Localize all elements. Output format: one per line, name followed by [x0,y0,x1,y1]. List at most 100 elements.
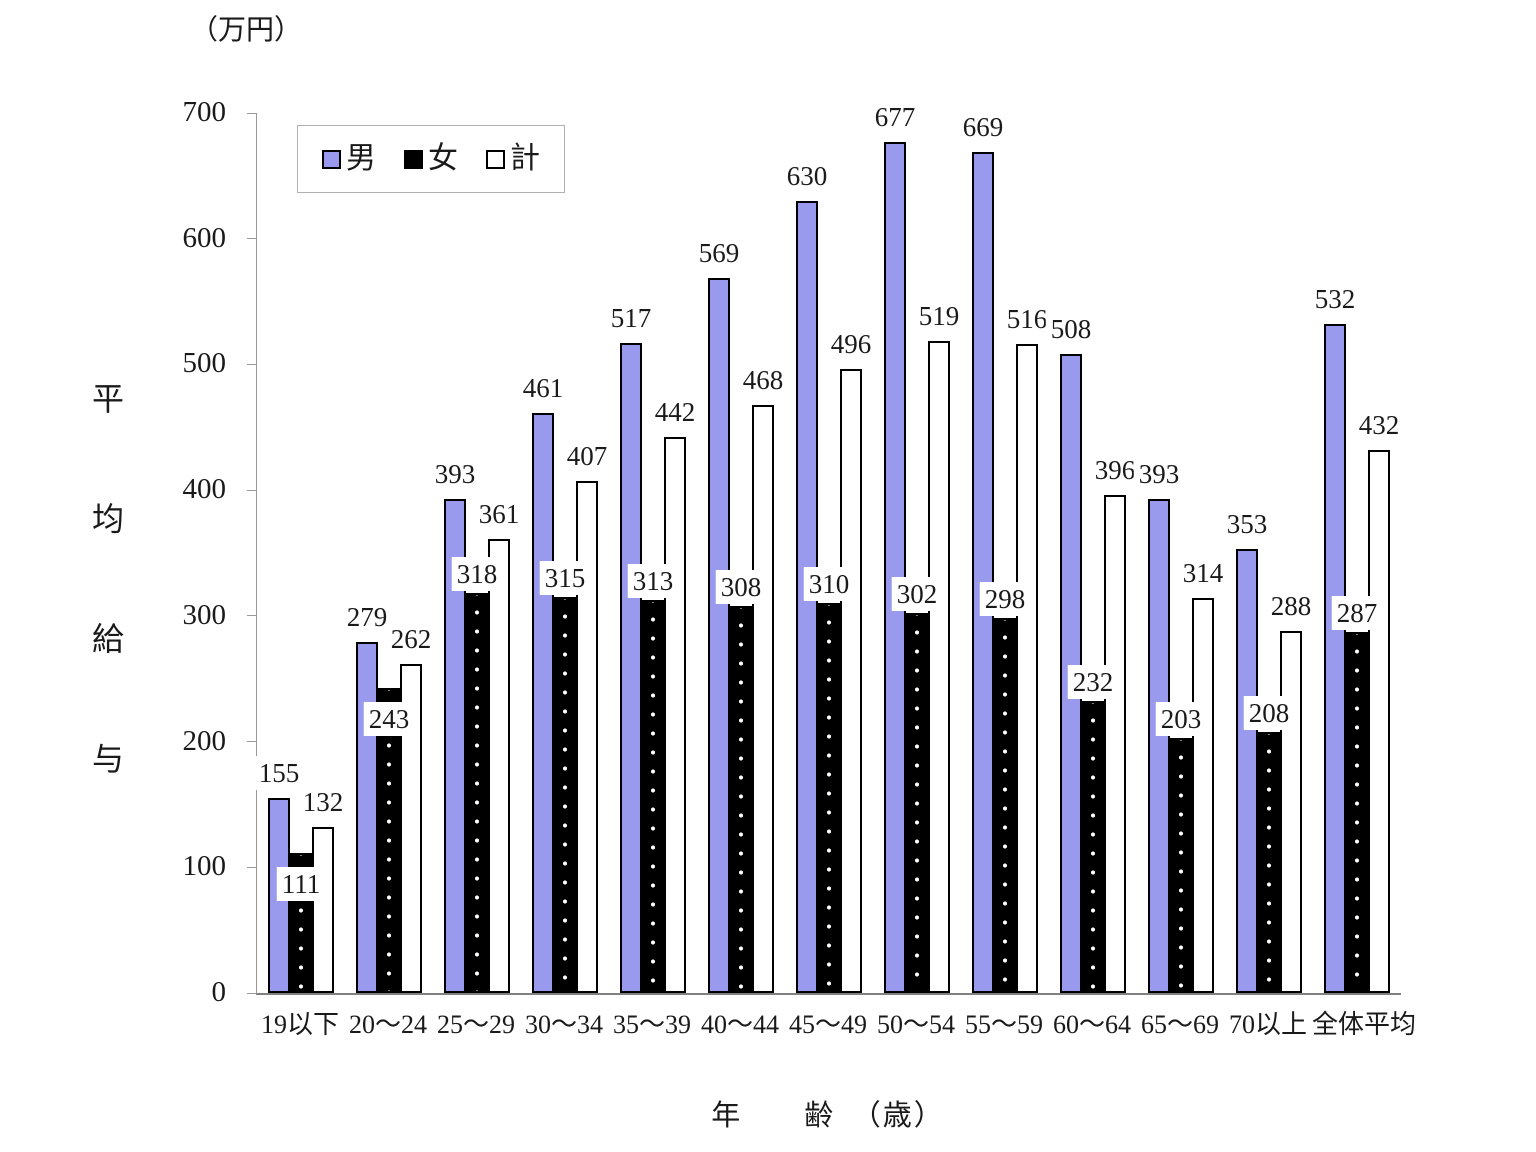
legend-label-female: 女 [428,142,458,175]
bar-male-12 [1324,324,1346,993]
value-label-female-12: 287 [1331,596,1383,631]
bar-female-10 [1170,737,1192,993]
y-axis-tick-mark [247,741,256,743]
value-label-total-7: 519 [913,298,965,333]
legend-item-female: 女 [404,143,458,175]
value-label-total-8: 516 [1001,302,1053,337]
y-axis-tick-label: 400 [182,473,227,506]
value-label-total-3: 407 [561,439,613,474]
y-axis-tick-label: 100 [182,850,227,883]
y-axis-tick-label: 600 [182,221,227,254]
bar-male-1 [356,642,378,993]
value-label-male-10: 393 [1133,456,1185,491]
legend-label-male: 男 [346,142,376,175]
bar-male-8 [972,151,994,993]
bar-total-5 [752,404,774,993]
value-label-male-4: 517 [605,301,657,336]
y-axis-tick-label: 700 [182,96,227,128]
bar-female-4 [642,599,664,993]
bar-male-2 [444,498,466,993]
value-label-female-4: 313 [627,563,679,598]
value-label-male-9: 508 [1045,312,1097,347]
bar-male-3 [532,413,554,993]
y-axis-tick-mark [247,112,256,114]
legend-item-male: 男 [322,143,376,175]
legend-swatch-female [404,149,423,169]
value-label-female-1: 243 [363,701,415,736]
value-label-female-6: 310 [803,567,855,602]
y-axis-tick-mark [247,615,256,617]
y-axis-tick-label: 300 [182,598,227,631]
bar-total-11 [1280,630,1302,993]
x-category-label-9: 60〜64 [1052,1010,1131,1039]
bar-total-1 [400,663,422,993]
value-label-female-0: 111 [276,867,326,902]
bar-female-7 [906,613,928,993]
y-axis-title-char: 給 [91,621,124,657]
y-axis-title-char: 与 [91,741,124,777]
legend: 男女計 [297,125,565,193]
x-category-label-2: 25〜29 [436,1010,515,1039]
value-label-male-1: 279 [341,600,393,635]
y-axis-tick-mark [247,489,256,491]
x-category-label-4: 35〜39 [612,1010,691,1039]
x-axis-title: 年 齢 （歳） [711,1100,945,1132]
value-label-male-8: 669 [957,109,1009,144]
x-category-label-11: 70以上 [1228,1010,1307,1039]
value-label-female-10: 203 [1155,701,1207,736]
x-category-label-8: 55〜59 [964,1010,1043,1039]
bar-male-10 [1148,498,1170,993]
value-label-total-4: 442 [649,395,701,430]
value-label-male-6: 630 [781,159,833,193]
value-label-male-2: 393 [429,456,481,491]
value-label-male-7: 677 [869,99,921,134]
bar-female-8 [994,618,1016,993]
y-axis-tick-mark [247,363,256,365]
bar-female-1 [378,687,400,993]
bar-total-3 [576,481,598,993]
value-label-female-5: 308 [715,569,767,604]
bar-total-6 [840,369,862,993]
value-label-female-8: 298 [979,582,1031,617]
bar-female-12 [1346,632,1368,993]
value-label-total-2: 361 [473,497,525,532]
bar-female-3 [554,597,576,993]
value-label-female-9: 232 [1067,665,1119,700]
y-axis-tick-mark [247,866,256,868]
bar-total-7 [928,340,950,993]
x-category-label-3: 30〜34 [524,1010,603,1039]
legend-swatch-male [322,149,341,169]
y-axis-title-char: 均 [91,501,124,537]
x-category-label-12: 全体平均 [1312,1010,1417,1039]
value-label-female-2: 318 [451,557,503,592]
legend-label-total: 計 [510,142,540,175]
x-category-label-10: 65〜69 [1140,1010,1219,1039]
x-category-label-7: 50〜54 [876,1010,955,1039]
value-label-male-5: 569 [693,235,745,270]
value-label-female-7: 302 [891,577,943,612]
bar-male-11 [1236,549,1258,993]
bar-male-4 [620,343,642,993]
x-category-label-5: 40〜44 [700,1010,779,1039]
legend-item-total: 計 [486,143,540,175]
bar-female-9 [1082,701,1104,993]
bar-total-4 [664,437,686,993]
value-label-male-0: 155 [253,756,305,791]
value-label-male-11: 353 [1221,507,1273,542]
bar-male-5 [708,277,730,993]
y-axis-tick-mark [247,992,256,994]
y-axis-title-char: 平 [91,381,124,417]
legend-swatch-total [486,149,505,169]
value-label-total-11: 288 [1265,588,1317,623]
plot-area: 155 111 132 279 243 262 393 318 361 461 315 407 517 3… [253,99,1405,995]
value-label-total-12: 432 [1353,407,1405,442]
bar-total-8 [1016,344,1038,993]
value-label-total-9: 396 [1089,453,1141,488]
x-category-label-6: 45〜49 [788,1010,867,1039]
bar-total-0 [312,827,334,993]
bar-total-10 [1192,598,1214,993]
bar-total-2 [488,539,510,993]
y-axis-tick-label: 0 [211,976,227,1008]
bar-female-11 [1258,731,1280,993]
